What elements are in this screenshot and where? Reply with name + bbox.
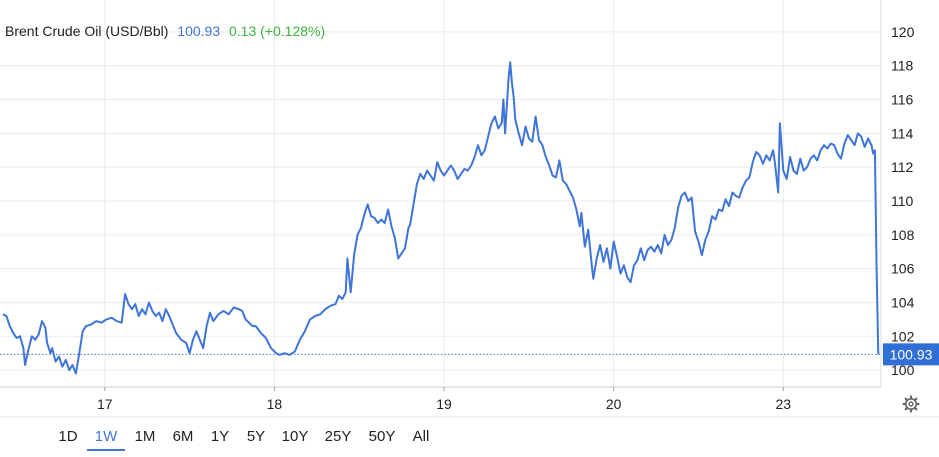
y-tick-label: 104 [891, 294, 915, 310]
range-button-1d[interactable]: 1D [58, 428, 77, 445]
x-tick-label: 23 [776, 396, 792, 412]
range-button-1y[interactable]: 1Y [211, 428, 229, 445]
chart-title-group: Brent Crude Oil (USD/Bbl) 100.93 0.13 (+… [5, 23, 325, 39]
price-series-line [2, 61, 880, 375]
gear-icon[interactable] [902, 395, 920, 413]
price-change: 0.13 (+0.128%) [229, 23, 325, 39]
x-tick-label: 20 [606, 396, 622, 412]
y-tick-label: 100 [891, 362, 915, 378]
range-button-10y[interactable]: 10Y [282, 428, 309, 445]
plot-area [0, 61, 880, 375]
instrument-name: Brent Crude Oil (USD/Bbl) [5, 23, 168, 39]
x-tick-label: 17 [97, 396, 113, 412]
y-tick-label: 108 [891, 227, 915, 243]
x-tick-label: 19 [436, 396, 452, 412]
range-button-1m[interactable]: 1M [135, 428, 156, 445]
axes: 100 102 104 106 108 110 112 114 116 118 120 17 18 19 2… [0, 0, 939, 418]
range-selector: 1D 1W 1M 6M 1Y 5Y 10Y 25Y 50Y All [58, 428, 430, 451]
range-button-all[interactable]: All [413, 428, 430, 445]
grid-lines [0, 0, 880, 387]
last-price: 100.93 [177, 23, 220, 39]
y-tick-label: 106 [891, 261, 915, 277]
x-tick-label: 18 [267, 396, 283, 412]
range-button-25y[interactable]: 25Y [325, 428, 352, 445]
y-tick-label: 116 [891, 92, 914, 108]
range-button-6m[interactable]: 6M [173, 428, 194, 445]
y-tick-label: 114 [891, 125, 914, 141]
range-button-5y[interactable]: 5Y [247, 428, 265, 445]
y-tick-label: 112 [891, 159, 914, 175]
last-value-label: 100.93 [890, 346, 933, 362]
y-tick-label: 118 [891, 58, 914, 74]
range-button-1w[interactable]: 1W [95, 428, 118, 445]
y-tick-label: 120 [891, 24, 915, 40]
y-tick-label: 110 [891, 193, 914, 209]
y-tick-label: 102 [891, 328, 915, 344]
range-button-50y[interactable]: 50Y [369, 428, 396, 445]
last-value-tag: 100.93 [883, 343, 939, 366]
